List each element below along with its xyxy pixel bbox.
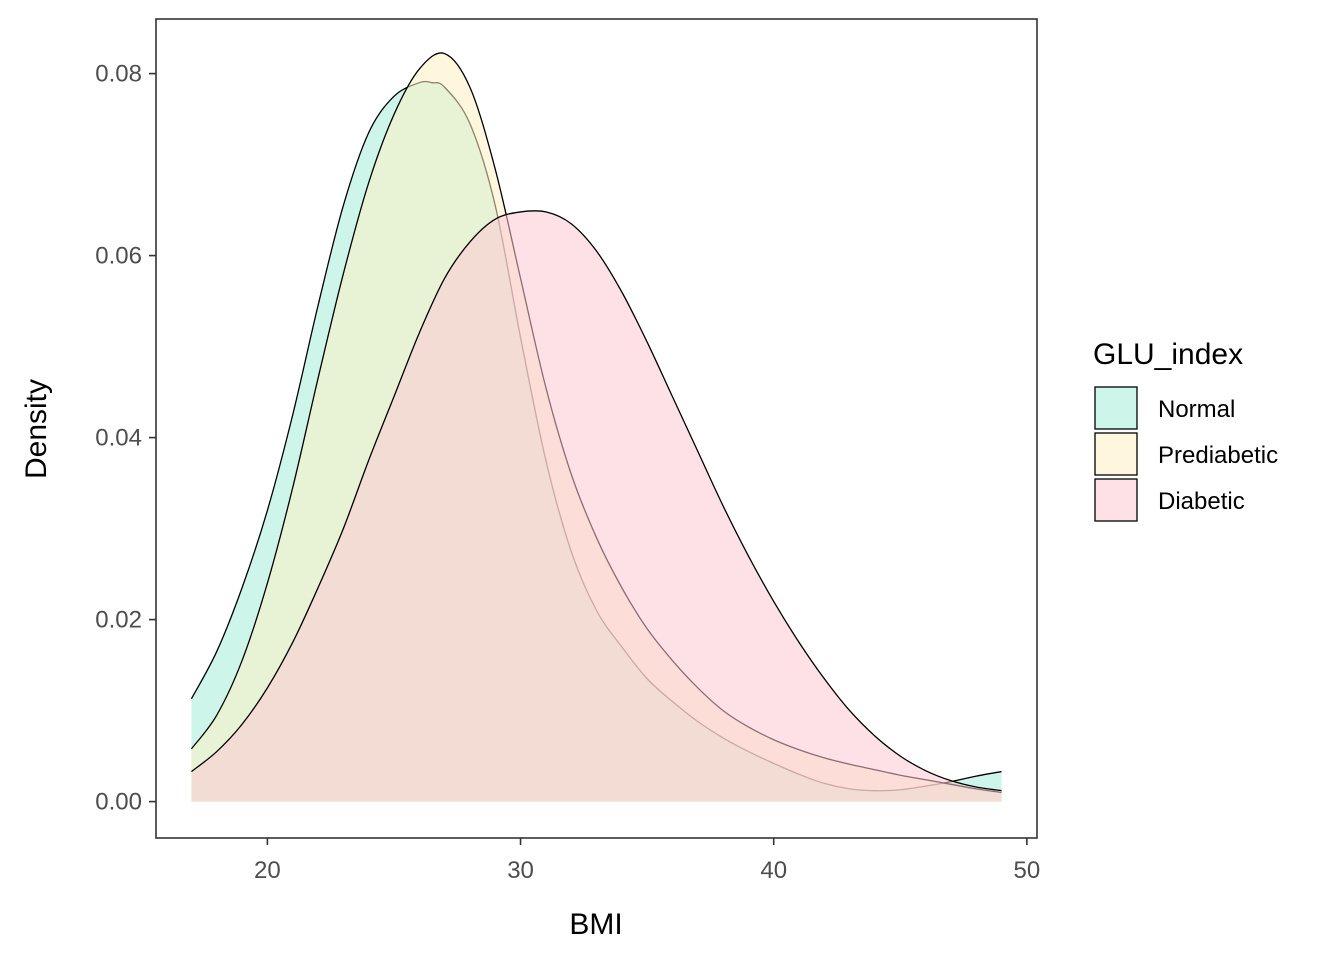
y-axis-title: Density <box>20 379 53 479</box>
x-tick-label: 20 <box>254 857 281 884</box>
y-tick-label: 0.06 <box>95 243 142 270</box>
legend-key-normal <box>1094 386 1138 430</box>
y-tick-label: 0.08 <box>95 61 142 88</box>
legend: GLU_index Normal Prediabetic Diabetic <box>1093 338 1278 522</box>
legend-label-prediabetic: Prediabetic <box>1158 442 1278 469</box>
density-area-diabetic <box>191 210 1002 802</box>
y-tick-label: 0.00 <box>95 789 142 816</box>
panel-border <box>155 18 1038 839</box>
y-axis-ticks: 0.00 0.02 0.04 0.06 0.08 <box>95 61 156 816</box>
y-tick-label: 0.02 <box>95 607 142 634</box>
density-areas <box>190 52 1002 802</box>
legend-key-prediabetic <box>1094 432 1138 476</box>
legend-title: GLU_index <box>1093 338 1243 371</box>
x-axis-ticks: 20 30 40 50 <box>254 838 1040 884</box>
legend-label-diabetic: Diabetic <box>1158 488 1245 515</box>
legend-key-diabetic <box>1094 478 1138 522</box>
legend-items: Normal Prediabetic Diabetic <box>1094 386 1278 522</box>
density-line-diabetic <box>191 210 1002 792</box>
x-tick-label: 50 <box>1014 857 1041 884</box>
x-axis-title: BMI <box>569 908 622 941</box>
y-tick-label: 0.04 <box>95 425 142 452</box>
x-tick-label: 30 <box>507 857 534 884</box>
legend-label-normal: Normal <box>1158 396 1235 423</box>
x-tick-label: 40 <box>760 857 787 884</box>
